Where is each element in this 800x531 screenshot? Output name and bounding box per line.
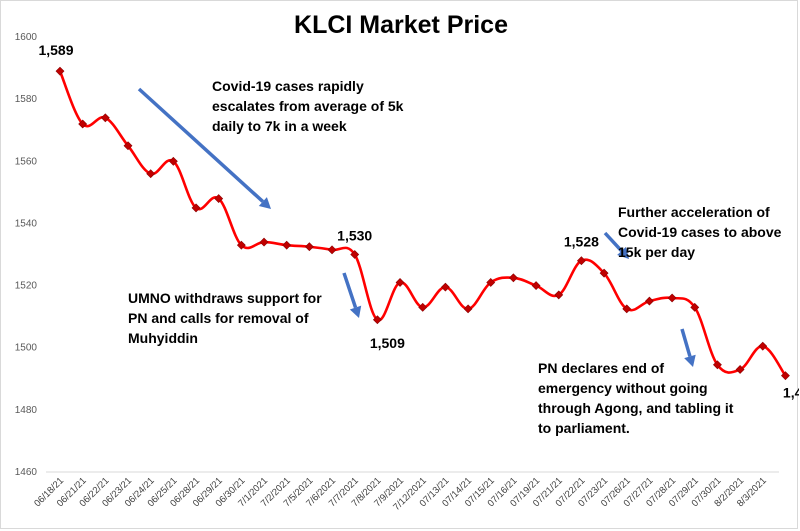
y-tick-label: 1560 (15, 156, 38, 167)
data-label: 1,589 (38, 42, 73, 58)
data-point-marker (100, 113, 110, 123)
data-point-marker (191, 203, 201, 213)
data-point-marker (214, 194, 224, 203)
y-tick-label: 1500 (15, 343, 38, 354)
data-point-marker (463, 304, 473, 314)
data-point-marker (78, 119, 88, 129)
annotation-text: Covid-19 cases rapidly escalates from ave… (212, 78, 404, 134)
data-point-marker (508, 273, 518, 283)
annotation-text: Further acceleration of Covid-19 cases to… (618, 204, 782, 260)
data-point-marker (735, 365, 745, 374)
data-point-marker (690, 302, 700, 312)
data-point-marker (282, 240, 292, 250)
data-point-marker (758, 341, 768, 351)
annotation-arrows (137, 87, 696, 367)
data-point-marker (644, 296, 654, 306)
data-point-marker (622, 304, 632, 314)
data-point-marker (304, 242, 314, 252)
data-labels: 1,589 1,530 1,509 1,528 1,491 (38, 42, 799, 401)
annotation-arrow (680, 328, 696, 367)
data-point-marker (146, 169, 156, 179)
data-point-marker (372, 315, 382, 325)
data-point-marker (395, 278, 405, 287)
data-point-marker (531, 281, 541, 290)
data-point-marker (168, 156, 178, 166)
annotation-text: UMNO withdraws support for PN and calls f… (128, 290, 322, 346)
data-point-marker (327, 245, 337, 255)
y-tick-label: 1540 (15, 218, 38, 229)
data-point-marker (781, 371, 790, 381)
data-point-marker (418, 302, 428, 312)
data-point-marker (599, 268, 609, 278)
annotation-arrow (603, 231, 629, 259)
data-point-marker (486, 278, 496, 287)
x-axis-ticks: 06/18/2106/21/2106/22/2106/23/2106/24/21… (32, 475, 769, 513)
data-point-marker (713, 360, 722, 370)
data-point-marker (667, 293, 677, 303)
data-label: 1,509 (370, 335, 405, 351)
y-tick-label: 1600 (15, 32, 38, 43)
annotations: Covid-19 cases rapidly escalates from ave… (128, 78, 782, 436)
y-tick-label: 1520 (15, 281, 38, 292)
data-point-marker (554, 290, 564, 300)
data-point-marker (259, 237, 269, 247)
y-tick-label: 1480 (15, 405, 38, 416)
annotation-text: PN declares end of emergency without goin… (538, 360, 734, 436)
y-axis-ticks: 1460 1480 1500 1520 1540 1560 1580 1600 (15, 32, 38, 478)
data-point-markers (55, 66, 790, 381)
data-label: 1,530 (337, 228, 372, 244)
data-point-marker (236, 240, 246, 250)
annotation-arrow (137, 87, 271, 209)
data-point-marker (55, 66, 65, 76)
data-point-marker (576, 256, 586, 266)
data-point-marker (123, 141, 133, 151)
data-point-marker (440, 282, 450, 292)
data-point-marker (350, 250, 360, 259)
y-tick-label: 1580 (15, 94, 38, 105)
annotation-arrow (342, 272, 362, 318)
data-label: 1,491 (783, 385, 799, 401)
chart-title: KLCI Market Price (294, 11, 508, 39)
data-label: 1,528 (564, 234, 599, 250)
y-tick-label: 1460 (15, 467, 38, 478)
